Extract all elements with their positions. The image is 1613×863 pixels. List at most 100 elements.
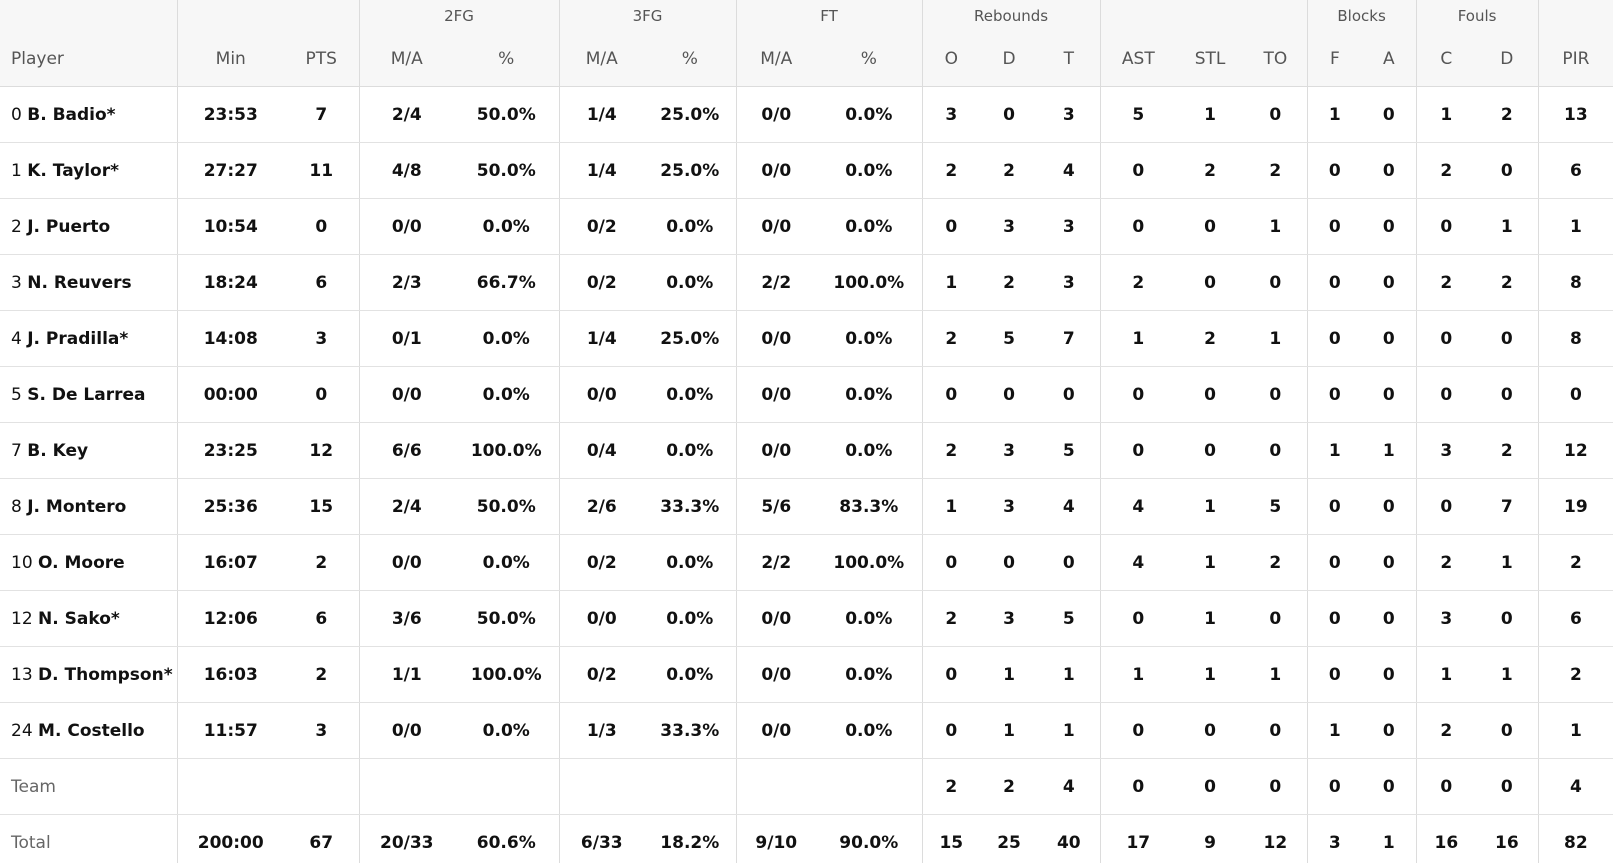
cell-reb-t: 4 xyxy=(1038,478,1101,535)
cell-pts: 15 xyxy=(284,478,359,535)
cell-fg3-ma xyxy=(558,758,645,815)
col-header-reb-o[interactable]: O xyxy=(921,32,981,87)
cell-blk-a: 1 xyxy=(1362,422,1417,479)
col-header-reb-t[interactable]: T xyxy=(1038,32,1101,87)
cell-reb-d: 25 xyxy=(980,814,1039,863)
player-name-link[interactable]: M. Costello xyxy=(38,720,145,741)
player-name-link[interactable]: J. Puerto xyxy=(27,216,111,237)
cell-reb-d: 0 xyxy=(980,534,1039,591)
player-name-link[interactable]: N. Reuvers xyxy=(27,272,132,293)
player-name-link[interactable]: B. Key xyxy=(27,440,89,461)
cell-fg3-ma: 0/0 xyxy=(558,590,645,647)
cell-foul-c: 2 xyxy=(1415,142,1477,199)
cell-reb-d: 2 xyxy=(980,758,1039,815)
cell-to: 0 xyxy=(1244,590,1308,647)
col-header-to[interactable]: TO xyxy=(1244,32,1308,87)
col-header-foul-c[interactable]: C xyxy=(1415,32,1477,87)
cell-foul-d: 1 xyxy=(1476,534,1539,591)
col-header-3fg-ma[interactable]: M/A xyxy=(558,32,645,87)
col-header-stl[interactable]: STL xyxy=(1176,32,1245,87)
cell-foul-d: 7 xyxy=(1476,478,1539,535)
cell-reb-t: 3 xyxy=(1038,86,1101,143)
player-cell[interactable]: 3 N. Reuvers xyxy=(0,254,177,311)
col-header-3fg-pct[interactable]: % xyxy=(644,32,737,87)
cell-blk-a: 0 xyxy=(1362,310,1417,367)
cell-reb-t: 1 xyxy=(1038,702,1101,759)
col-header-2fg-ma[interactable]: M/A xyxy=(358,32,454,87)
cell-foul-d: 2 xyxy=(1476,422,1539,479)
cell-min xyxy=(176,758,284,815)
cell-blk-a: 0 xyxy=(1362,646,1417,703)
player-cell[interactable]: 12 N. Sako* xyxy=(0,590,177,647)
player-cell[interactable]: 13 D. Thompson* xyxy=(0,646,177,703)
col-header-blk-f[interactable]: F xyxy=(1306,32,1363,87)
col-header-ft-ma[interactable]: M/A xyxy=(735,32,817,87)
player-cell[interactable]: 7 B. Key xyxy=(0,422,177,479)
table-body: 0 B. Badio* 23:53 7 2/4 50.0% 1/4 25.0% 0/0 0.0%… xyxy=(0,86,1613,863)
table-row: 10 O. Moore 16:07 2 0/0 0.0% 0/2 0.0% 2/2 100.0%… xyxy=(0,534,1613,591)
col-header-2fg-pct[interactable]: % xyxy=(454,32,560,87)
cell-reb-d: 5 xyxy=(980,310,1039,367)
player-name-link[interactable]: K. Taylor* xyxy=(27,160,119,181)
cell-fg3-ma: 2/6 xyxy=(558,478,645,535)
player-name-link[interactable]: D. Thompson* xyxy=(38,664,173,685)
cell-blk-f: 3 xyxy=(1306,814,1363,863)
cell-min: 23:53 xyxy=(176,86,284,143)
cell-blk-a: 0 xyxy=(1362,142,1417,199)
player-cell[interactable]: 4 J. Pradilla* xyxy=(0,310,177,367)
player-cell[interactable]: 8 J. Montero xyxy=(0,478,177,535)
header-group-3fg: 3FG xyxy=(558,0,737,32)
cell-foul-d: 0 xyxy=(1476,366,1539,423)
player-name-link[interactable]: S. De Larrea xyxy=(27,384,146,405)
cell-reb-t: 0 xyxy=(1038,534,1101,591)
col-header-ast[interactable]: AST xyxy=(1099,32,1177,87)
cell-ft-pct: 83.3% xyxy=(816,478,923,535)
player-cell[interactable]: 5 S. De Larrea xyxy=(0,366,177,423)
cell-ast: 4 xyxy=(1099,478,1177,535)
col-header-ft-pct[interactable]: % xyxy=(816,32,923,87)
cell-pir: 12 xyxy=(1537,422,1613,479)
col-header-pts[interactable]: PTS xyxy=(284,32,359,87)
col-header-player[interactable]: Player xyxy=(0,32,177,87)
cell-reb-t: 1 xyxy=(1038,646,1101,703)
cell-reb-t: 7 xyxy=(1038,310,1101,367)
player-name-link[interactable]: J. Montero xyxy=(27,496,127,517)
total-row: Total 200:00 67 20/33 60.6% 6/33 18.2% 9/10 90.0… xyxy=(0,814,1613,863)
col-header-foul-d[interactable]: D xyxy=(1476,32,1539,87)
player-name-link[interactable]: N. Sako* xyxy=(38,608,120,629)
cell-foul-c: 1 xyxy=(1415,646,1477,703)
cell-fg3-ma: 1/3 xyxy=(558,702,645,759)
player-name-link[interactable]: B. Badio* xyxy=(27,104,116,125)
cell-pts: 0 xyxy=(284,366,359,423)
cell-reb-o: 1 xyxy=(921,254,981,311)
cell-fg2-pct: 0.0% xyxy=(454,310,560,367)
col-header-pir[interactable]: PIR xyxy=(1537,32,1613,87)
cell-fg2-ma: 2/4 xyxy=(358,478,454,535)
player-name-link[interactable]: O. Moore xyxy=(38,552,125,573)
table-row: 0 B. Badio* 23:53 7 2/4 50.0% 1/4 25.0% 0/0 0.0%… xyxy=(0,86,1613,143)
table-header: 2FG 3FG FT Rebounds Blocks Fouls Player … xyxy=(0,0,1613,87)
cell-blk-f: 0 xyxy=(1306,478,1363,535)
player-cell[interactable]: 1 K. Taylor* xyxy=(0,142,177,199)
player-cell[interactable]: 2 J. Puerto xyxy=(0,198,177,255)
col-header-min[interactable]: Min xyxy=(176,32,284,87)
player-cell[interactable]: 0 B. Badio* xyxy=(0,86,177,143)
cell-fg3-ma: 0/4 xyxy=(558,422,645,479)
player-name-link[interactable]: J. Pradilla* xyxy=(27,328,129,349)
col-header-blk-a[interactable]: A xyxy=(1362,32,1417,87)
player-cell[interactable]: 10 O. Moore xyxy=(0,534,177,591)
cell-ft-pct: 0.0% xyxy=(816,142,923,199)
player-cell[interactable]: 24 M. Costello xyxy=(0,702,177,759)
total-label: Total xyxy=(0,814,177,863)
cell-foul-d: 2 xyxy=(1476,254,1539,311)
table-row: 2 J. Puerto 10:54 0 0/0 0.0% 0/2 0.0% 0/0 0.0% 0 3… xyxy=(0,198,1613,255)
cell-reb-o: 2 xyxy=(921,590,981,647)
cell-fg2-pct: 50.0% xyxy=(454,478,560,535)
cell-foul-c: 2 xyxy=(1415,702,1477,759)
cell-foul-c: 0 xyxy=(1415,310,1477,367)
col-header-reb-d[interactable]: D xyxy=(980,32,1039,87)
cell-ft-ma: 0/0 xyxy=(735,702,817,759)
cell-stl: 9 xyxy=(1176,814,1245,863)
cell-fg2-ma: 6/6 xyxy=(358,422,454,479)
